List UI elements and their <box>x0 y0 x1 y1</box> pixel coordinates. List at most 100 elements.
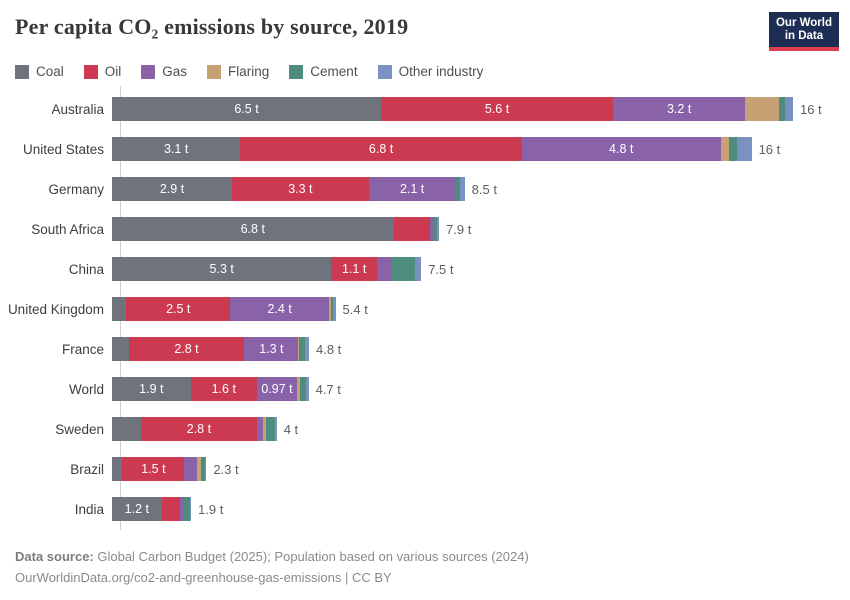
bar-segment-gas[interactable] <box>184 457 197 481</box>
bar-segment-coal[interactable] <box>112 417 141 441</box>
bar-segment-gas[interactable]: 3.2 t <box>612 97 746 121</box>
bar-segment-coal[interactable]: 6.5 t <box>112 97 382 121</box>
bar-segment-other-industry[interactable] <box>436 217 440 241</box>
legend-swatch-icon <box>377 64 392 79</box>
bar-segment-oil[interactable]: 6.8 t <box>240 137 522 161</box>
bar-segment-gas[interactable]: 2.4 t <box>229 297 330 321</box>
legend-label: Flaring <box>228 64 270 79</box>
bar-segment-oil[interactable]: 2.8 t <box>140 417 257 441</box>
bar-segment-oil[interactable]: 2.5 t <box>126 297 230 321</box>
chart-footer: Data source: Global Carbon Budget (2025)… <box>15 546 529 588</box>
bar-row-united-states: United States 3.1 t 6.8 t 4.8 t 16 t <box>0 129 850 169</box>
bar-segment-gas[interactable] <box>180 497 185 521</box>
bar-segment-coal[interactable] <box>112 297 127 321</box>
bar-segment-cement[interactable] <box>200 457 206 481</box>
segment-value-label: 2.8 t <box>186 422 212 436</box>
data-source-line: Data source: Global Carbon Budget (2025)… <box>15 546 529 567</box>
bar-segment-flaring[interactable] <box>263 417 267 441</box>
bar-segment-gas[interactable]: 2.1 t <box>368 177 456 201</box>
total-value-label: 1.9 t <box>198 501 224 517</box>
bar-segment-cement[interactable] <box>299 377 307 401</box>
bar-segment-other-industry[interactable] <box>189 497 192 521</box>
bar-segment-other-industry[interactable] <box>737 137 752 161</box>
segment-value-label: 1.1 t <box>342 262 367 276</box>
bar-segment-oil[interactable]: 1.6 t <box>190 377 257 401</box>
bar-segment-gas[interactable]: 0.97 t <box>256 377 298 401</box>
legend-label: Cement <box>310 64 358 79</box>
legend-item-cement[interactable]: Cement <box>289 64 358 79</box>
bar-segment-coal[interactable] <box>112 457 123 481</box>
bar-segment-cement[interactable] <box>266 417 275 441</box>
bar-segment-other-industry[interactable] <box>459 177 465 201</box>
bar-segment-cement[interactable] <box>434 217 437 241</box>
bar-segment-cement[interactable] <box>778 97 785 121</box>
bar-segment-oil[interactable]: 3.3 t <box>232 177 369 201</box>
total-value-label: 7.9 t <box>446 221 472 237</box>
bar-row-brazil: Brazil 1.5 t 2.3 t <box>0 449 850 489</box>
bar-segment-oil[interactable] <box>393 217 430 241</box>
bar-segment-flaring[interactable] <box>745 97 779 121</box>
bar-segment-flaring[interactable] <box>298 337 300 361</box>
bar-segment-other-industry[interactable] <box>333 297 336 321</box>
segment-value-label: 1.2 t <box>124 502 149 516</box>
bar-segment-cement[interactable] <box>456 177 460 201</box>
owid-logo[interactable]: Our World in Data <box>768 12 839 51</box>
bar-segment-flaring[interactable] <box>455 177 457 201</box>
bar-segment-other-industry[interactable] <box>306 377 309 401</box>
chart-rows: Australia 6.5 t 5.6 t 3.2 t 16 t United State… <box>0 89 850 529</box>
bar-segment-coal[interactable]: 5.3 t <box>112 257 332 281</box>
bar-segment-gas[interactable] <box>429 217 435 241</box>
bar-segment-gas[interactable] <box>376 257 392 281</box>
bar-segment-other-industry[interactable] <box>274 417 277 441</box>
bar-segment-other-industry[interactable] <box>205 457 207 481</box>
bar-segment-flaring[interactable] <box>297 377 300 401</box>
bar-segment-oil[interactable] <box>161 497 181 521</box>
owid-url-link[interactable]: OurWorldinData.org/co2-and-greenhouse-ga… <box>15 570 392 585</box>
bar-segment-cement[interactable] <box>299 337 305 361</box>
legend-item-coal[interactable]: Coal <box>15 64 64 79</box>
chart-legend: Coal Oil Gas Flaring Cement Other industry <box>15 64 483 79</box>
bar-segment-cement[interactable] <box>728 137 738 161</box>
segment-value-label: 1.5 t <box>141 462 166 476</box>
legend-swatch-icon <box>83 64 98 79</box>
bar-segment-flaring[interactable] <box>329 297 331 321</box>
legend-label: Other industry <box>398 64 484 79</box>
total-value-label: 16 t <box>799 101 822 117</box>
legend-item-oil[interactable]: Oil <box>83 64 121 79</box>
legend-item-flaring[interactable]: Flaring <box>207 64 269 79</box>
bar-segment-coal[interactable] <box>112 337 129 361</box>
bar-segment-oil[interactable]: 1.5 t <box>122 457 185 481</box>
segment-value-label: 3.3 t <box>288 182 313 196</box>
bar-segment-cement[interactable] <box>392 257 415 281</box>
bar-segment-coal[interactable]: 6.8 t <box>112 217 394 241</box>
bar-segment-cement[interactable] <box>330 297 334 321</box>
bar-segment-coal[interactable]: 1.9 t <box>112 377 191 401</box>
bar-segment-other-industry[interactable] <box>415 257 422 281</box>
legend-item-gas[interactable]: Gas <box>141 64 187 79</box>
bar-segment-gas[interactable]: 4.8 t <box>521 137 721 161</box>
bar-segment-oil[interactable]: 1.1 t <box>331 257 377 281</box>
bar-segment-gas[interactable]: 1.3 t <box>244 337 299 361</box>
legend-item-other-industry[interactable]: Other industry <box>377 64 484 79</box>
bar-row-sweden: Sweden 2.8 t 4 t <box>0 409 850 449</box>
bar-segment-other-industry[interactable] <box>304 337 309 361</box>
segment-value-label: 3.1 t <box>164 142 189 156</box>
bar-segment-flaring[interactable] <box>196 457 201 481</box>
bar-segment-coal[interactable]: 1.2 t <box>112 497 162 521</box>
bar-track: 2.8 t 4 t <box>112 417 298 441</box>
bar-segment-coal[interactable]: 3.1 t <box>112 137 241 161</box>
bar-segment-coal[interactable]: 2.9 t <box>112 177 233 201</box>
chart-plot-area: Australia 6.5 t 5.6 t 3.2 t 16 t United State… <box>0 86 850 530</box>
bar-segment-flaring[interactable] <box>720 137 729 161</box>
bar-segment-cement[interactable] <box>184 497 190 521</box>
bar-segment-oil[interactable]: 5.6 t <box>381 97 613 121</box>
legend-swatch-icon <box>207 64 222 79</box>
total-value-label: 8.5 t <box>471 181 497 197</box>
bar-segment-oil[interactable]: 2.8 t <box>128 337 245 361</box>
bar-segment-gas[interactable] <box>256 417 264 441</box>
bar-row-united-kingdom: United Kingdom 2.5 t 2.4 t 5.4 t <box>0 289 850 329</box>
total-value-label: 7.5 t <box>428 261 454 277</box>
bar-segment-other-industry[interactable] <box>784 97 793 121</box>
segment-value-label: 5.3 t <box>209 262 234 276</box>
